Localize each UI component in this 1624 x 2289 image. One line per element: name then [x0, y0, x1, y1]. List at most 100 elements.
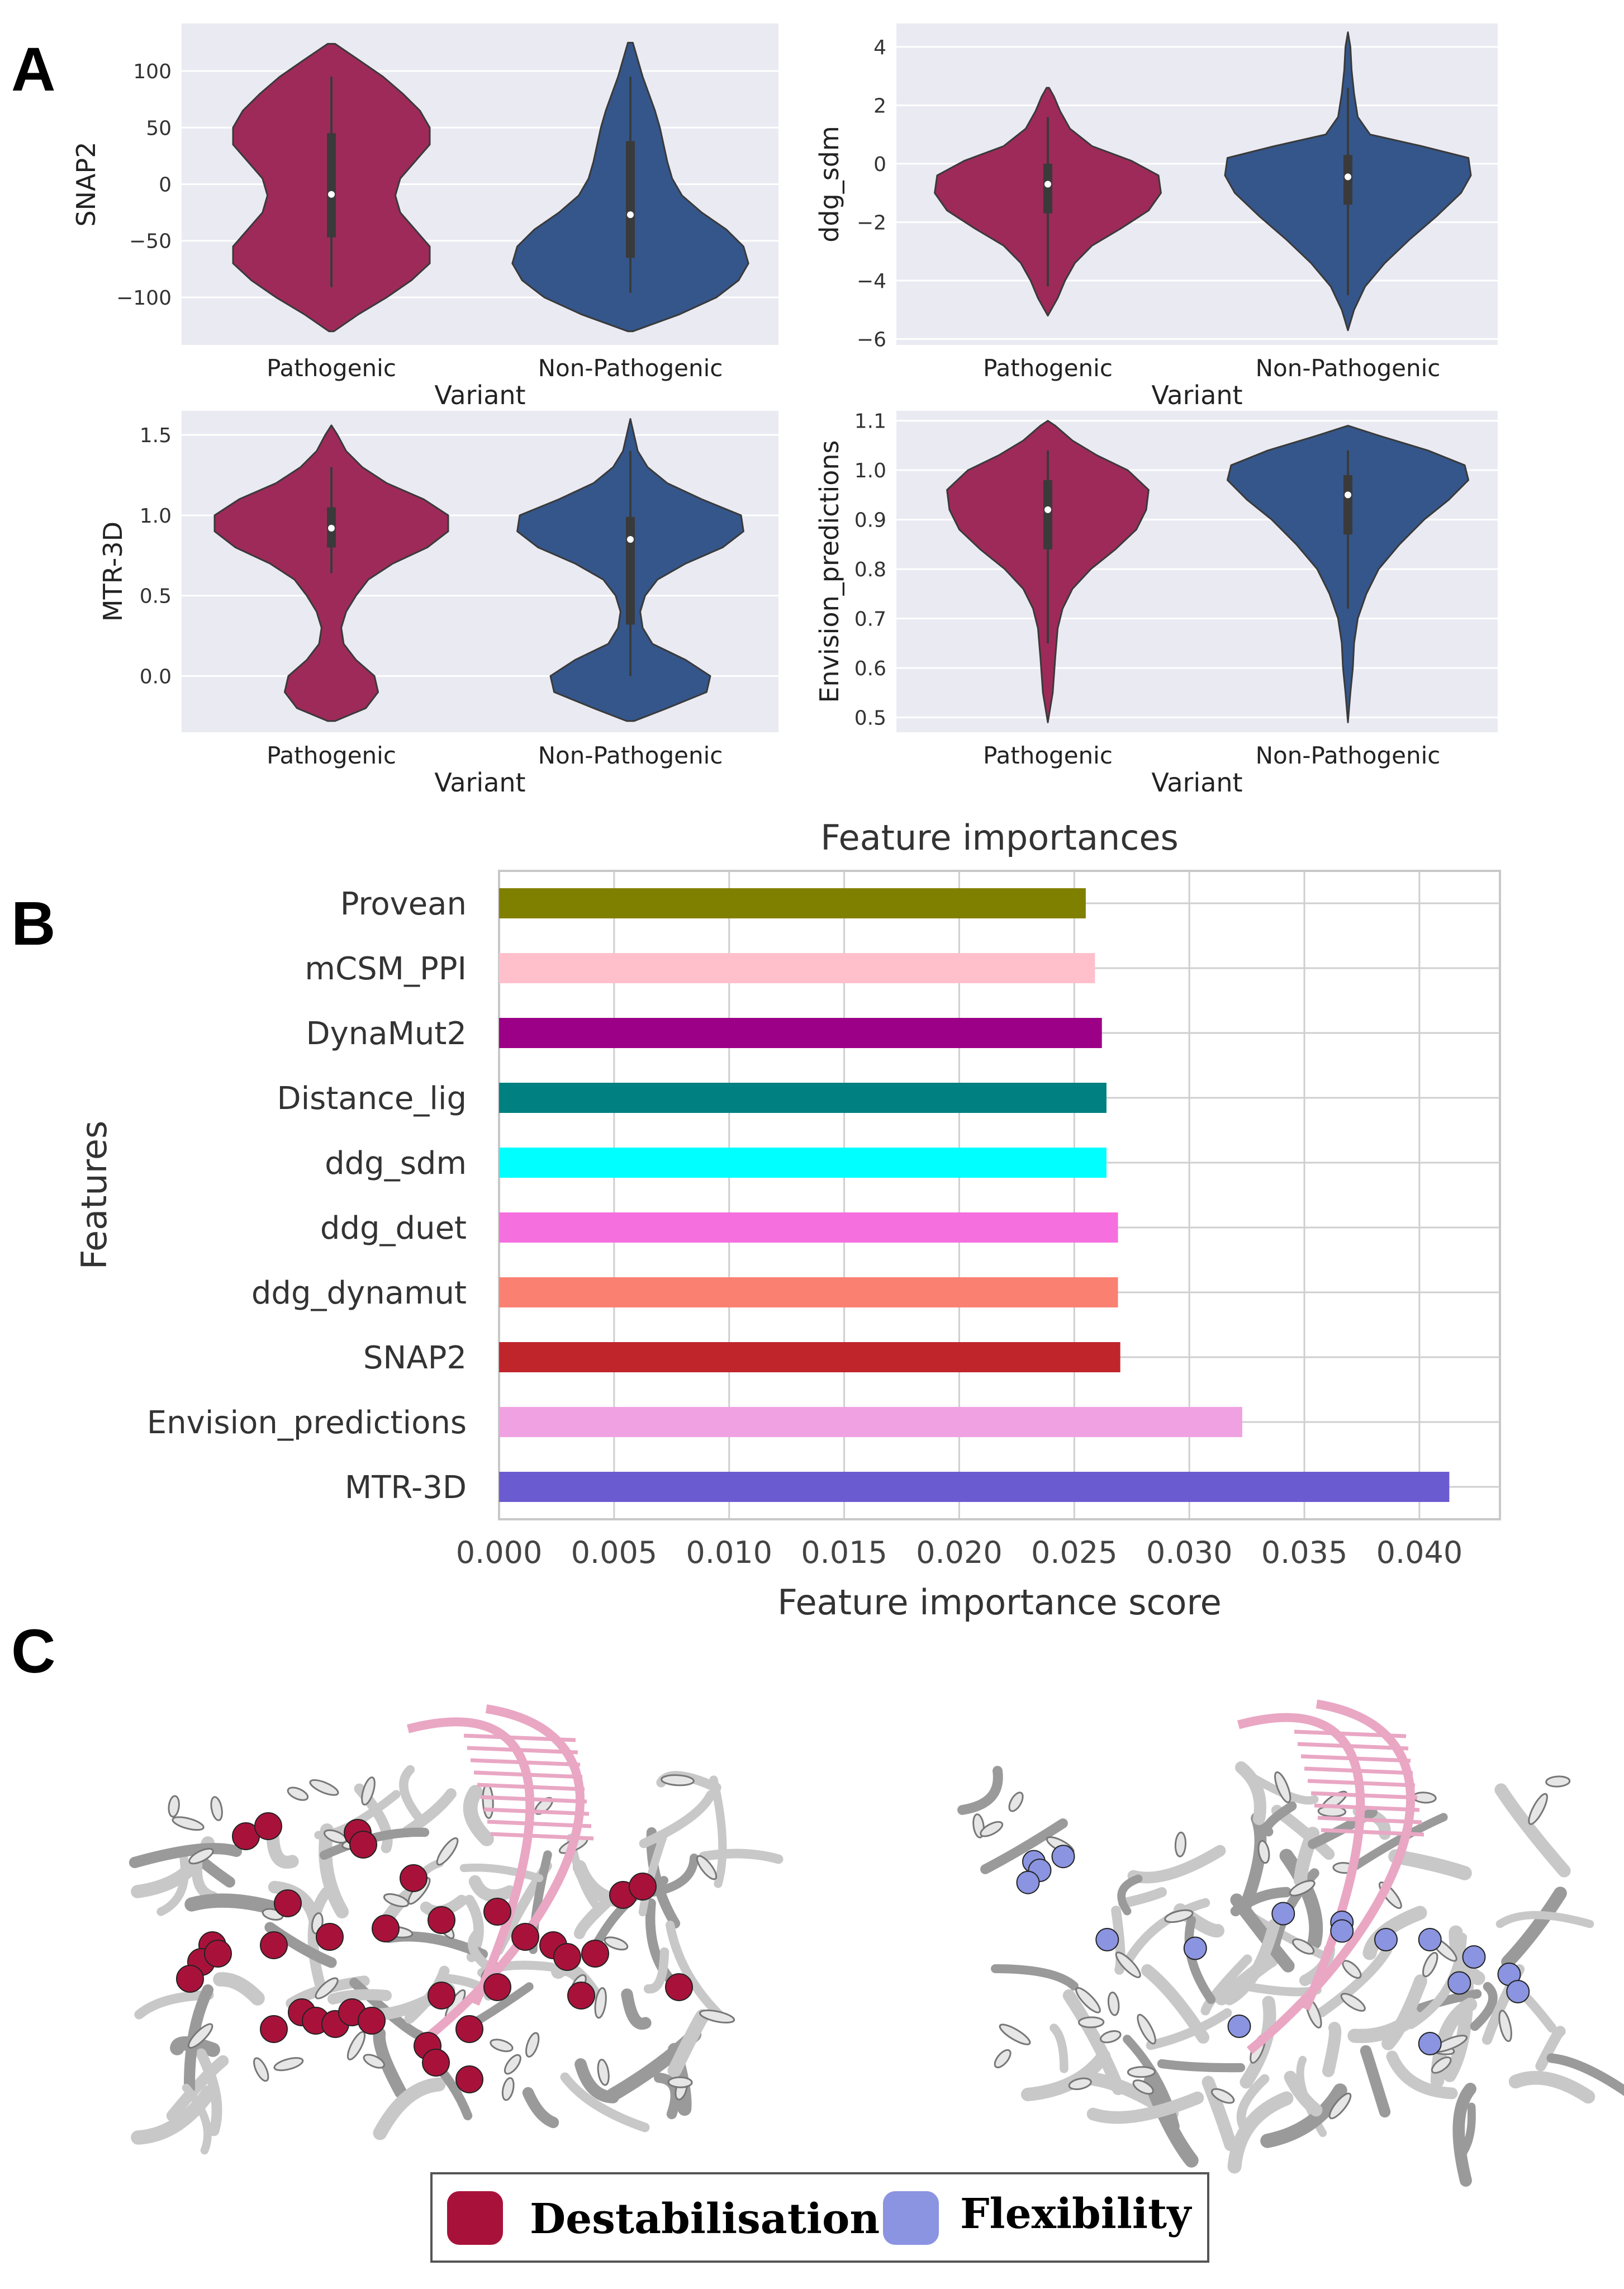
protein-ribbon	[1494, 1783, 1571, 1878]
helix-turn	[1340, 1993, 1366, 2012]
y-axis-label: ddg_sdm	[814, 126, 844, 243]
helix-turn	[1257, 1840, 1270, 1864]
helix-turn	[253, 2057, 269, 2082]
protein-ribbon	[156, 1850, 189, 1916]
helix-turn	[1164, 1909, 1194, 1923]
y-tick-label: 1.0	[140, 505, 172, 528]
violin-body-pathogenic	[213, 424, 449, 722]
protein-ribbon	[373, 2077, 446, 2140]
feature-label: SNAP2	[363, 1340, 467, 1376]
dna-base-pair	[1317, 1816, 1422, 1824]
bar-distance-lig	[499, 1083, 1107, 1113]
helix-turn	[1127, 2066, 1156, 2078]
residue-sphere	[274, 1889, 302, 1917]
y-tick-label: −50	[129, 230, 172, 253]
protein-ribbon	[991, 1964, 1079, 1991]
y-tick-label: 1.0	[854, 459, 886, 482]
violin-median	[627, 536, 634, 543]
violin-iqr-box	[626, 141, 635, 258]
protein-ribbon	[1546, 2053, 1624, 2096]
violin-median	[1044, 506, 1051, 513]
protein-ribbon	[649, 1854, 699, 1897]
helix-turn	[1068, 2077, 1092, 2091]
helix-turn	[1292, 1938, 1315, 1955]
dna-strand	[406, 1717, 535, 2006]
y-tick-label: 100	[133, 60, 172, 83]
protein-ribbon	[1200, 1954, 1252, 2016]
y-axis-label: SNAP2	[71, 141, 101, 226]
residue-sphere	[1462, 1945, 1486, 1969]
protein-ribbon	[1050, 2023, 1069, 2073]
protein-ribbon	[1293, 1826, 1320, 1888]
feature-label: ddg_duet	[320, 1210, 467, 1247]
protein-ribbon	[665, 1920, 726, 2022]
helix-turn	[1174, 1831, 1186, 1857]
protein-ribbon	[1236, 2074, 1270, 2130]
residue-sphere	[455, 2065, 483, 2093]
legend-box	[430, 2172, 1209, 2263]
protein-ribbon	[319, 1827, 430, 1860]
residue-sphere	[400, 1864, 428, 1892]
residue-sphere	[1227, 2015, 1251, 2038]
protein-ribbon	[574, 2058, 619, 2103]
helix-turn	[1422, 1951, 1438, 1978]
residue-sphere	[553, 1943, 581, 1971]
protein-ribbon	[1416, 1989, 1482, 2013]
protein-ribbon	[643, 1947, 669, 1994]
violin-iqr-box	[1043, 163, 1052, 214]
protein-ribbon	[1111, 1906, 1126, 1975]
feature-label: ddg_sdm	[325, 1145, 467, 1182]
protein-ribbon	[1495, 1911, 1594, 1928]
y-tick-label: 4	[873, 36, 886, 59]
residue-sphere	[1051, 1845, 1075, 1869]
dna-strand	[416, 1704, 585, 2048]
residue-sphere	[349, 1831, 377, 1859]
dna-base-pair	[473, 1770, 583, 1779]
y-tick-label: −100	[116, 287, 172, 310]
y-tick-label: −6	[857, 329, 886, 352]
violin-iqr-box	[327, 133, 336, 238]
y-tick-label: 2	[873, 94, 886, 117]
violin-median	[1044, 181, 1051, 188]
protein-ribbon	[131, 2085, 216, 2145]
legend-label-destabilisation: Destabilisation	[530, 2195, 880, 2243]
bar-envision-predictions	[499, 1407, 1242, 1437]
violin-chart-envision: 0.5 0.6 0.7 0.8 0.9 1.0 1.1 Pathogenic Non-Patho…	[814, 410, 1498, 798]
protein-ribbon	[1062, 1989, 1125, 2096]
x-axis-label: Variant	[434, 767, 525, 798]
protein-ribbon	[957, 1766, 1003, 1815]
protein-ribbon	[1308, 1807, 1378, 1849]
protein-ribbon	[468, 1928, 492, 1971]
residue-sphere	[372, 1914, 400, 1942]
protein-ribbon	[1086, 2091, 1204, 2124]
bar-ddg-sdm	[499, 1148, 1107, 1178]
residue-sphere	[1095, 1928, 1119, 1951]
helix-turn	[188, 1847, 214, 1865]
x-axis-label: Feature importance score	[777, 1582, 1222, 1623]
y-tick-label: −4	[857, 270, 886, 293]
residue-sphere	[176, 1965, 204, 1993]
residue-sphere	[1271, 1902, 1295, 1926]
helix-turn	[1431, 2056, 1452, 2074]
helix-turn	[1528, 1793, 1548, 1825]
helix-turn	[501, 2077, 515, 2101]
structure-destabilisation	[129, 1704, 783, 2155]
helix-turn	[980, 1821, 1004, 1837]
bar-provean	[499, 888, 1086, 918]
dna-base-pair	[463, 1733, 576, 1742]
protein-ribbon	[1227, 2091, 1294, 2174]
helix-turn	[1115, 1951, 1141, 1978]
protein-ribbon	[1406, 1932, 1468, 2030]
dna-base-pair	[1307, 1779, 1416, 1788]
protein-ribbon	[129, 1843, 243, 1869]
residue-sphere	[1447, 1971, 1471, 1995]
category-label: Non-Pathogenic	[538, 354, 723, 382]
helix-turn	[696, 1855, 718, 1880]
protein-ribbon	[1381, 1974, 1427, 2050]
x-tick-label: 0.035	[1261, 1535, 1348, 1570]
feature-label: Envision_predictions	[147, 1405, 467, 1441]
structure-flexibility	[957, 1699, 1624, 2187]
dna-strand	[1237, 1713, 1365, 2011]
chart-title: Feature importances	[820, 817, 1179, 858]
helix-turn	[482, 1784, 494, 1819]
